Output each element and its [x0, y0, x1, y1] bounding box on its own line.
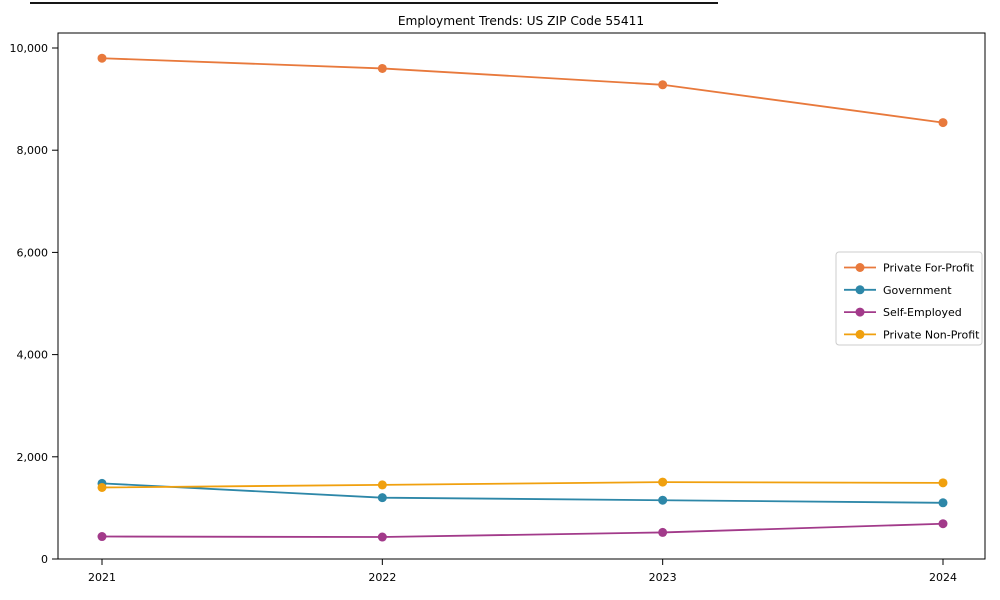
y-axis-tick-label: 6,000	[17, 246, 49, 259]
data-point-private-non-profit	[938, 478, 948, 488]
data-point-private-non-profit	[658, 477, 668, 487]
y-axis-tick-label: 2,000	[17, 451, 49, 464]
legend-label-private-non-profit: Private Non-Profit	[883, 328, 980, 341]
data-point-private-non-profit	[377, 480, 387, 490]
legend-label-self-employed: Self-Employed	[883, 306, 962, 319]
x-axis-tick-label: 2024	[929, 571, 957, 584]
legend-swatch-marker-private-non-profit	[855, 329, 865, 339]
data-point-self-employed	[658, 527, 668, 537]
data-point-self-employed	[377, 532, 387, 542]
x-axis-tick-label: 2021	[88, 571, 116, 584]
data-point-private-non-profit	[97, 482, 107, 492]
legend-box	[835, 251, 983, 346]
data-point-self-employed	[938, 519, 948, 529]
series-line-private-for-profit	[101, 57, 944, 124]
y-axis-tick-label: 4,000	[17, 349, 49, 362]
series-line-government	[101, 482, 944, 504]
top-edge-artifact	[30, 2, 718, 4]
x-axis-tick-label: 2023	[649, 571, 677, 584]
chart-title: Employment Trends: US ZIP Code 55411	[398, 14, 644, 28]
legend-label-government: Government	[883, 284, 952, 297]
data-point-government	[658, 495, 668, 505]
series-line-private-non-profit	[101, 481, 944, 489]
x-axis-tick-label: 2022	[368, 571, 396, 584]
data-point-self-employed	[97, 532, 107, 542]
y-axis-tick-label: 8,000	[17, 144, 49, 157]
data-point-government	[938, 498, 948, 508]
legend-swatch-marker-self-employed	[855, 307, 865, 317]
plot-frame	[57, 32, 986, 560]
data-point-private-for-profit	[377, 63, 387, 73]
legend-swatch-marker-private-for-profit	[855, 263, 865, 272]
y-axis-tick-label: 10,000	[10, 42, 49, 55]
data-point-private-for-profit	[938, 118, 948, 128]
legend-swatch-marker-government	[855, 285, 865, 295]
plot-area: 0 2,000 4,000 6,000 8,000 10,000 2021 2022 2023 2…	[10, 32, 986, 584]
legend-label-private-for-profit: Private For-Profit	[883, 262, 975, 275]
y-axis-tick-label: 0	[41, 553, 48, 566]
data-point-government	[377, 493, 387, 503]
data-point-private-for-profit	[97, 53, 107, 63]
series-line-self-employed	[101, 522, 944, 538]
data-point-private-for-profit	[658, 80, 668, 90]
